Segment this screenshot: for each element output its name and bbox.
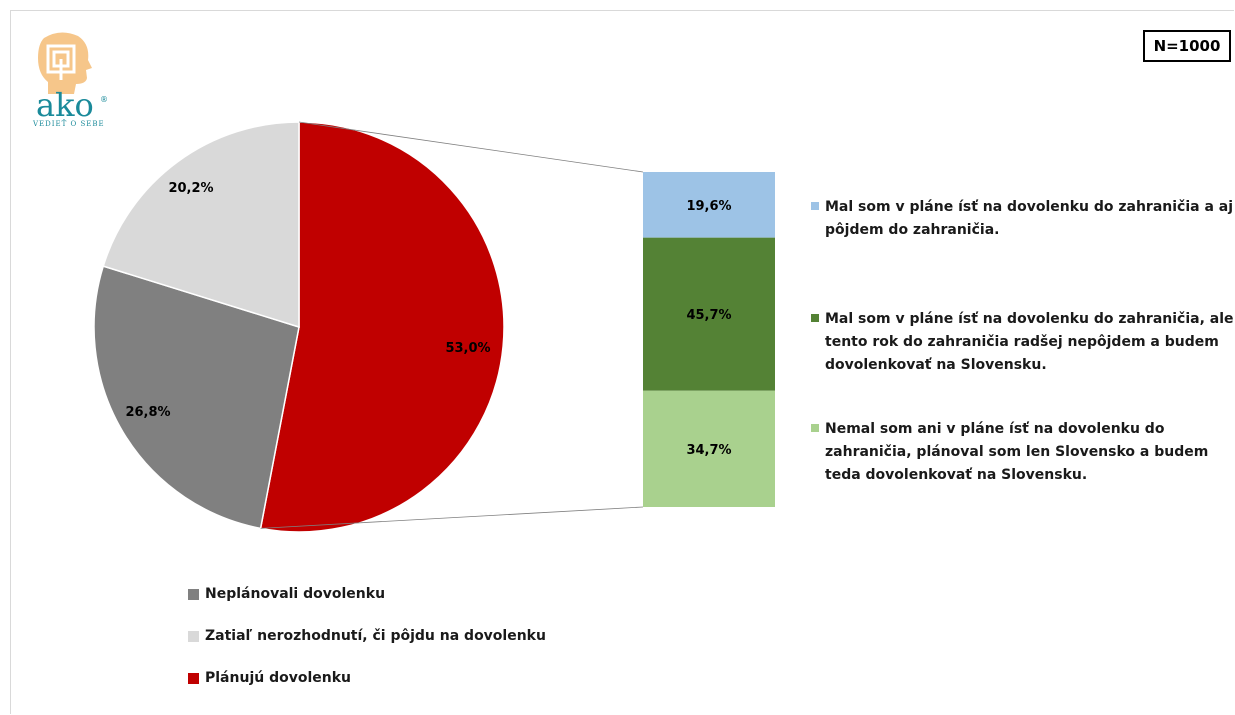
pie-label-zatial-nerozhodnuti-ci-pojdu-na-dovolenku: 20,2%	[168, 181, 213, 196]
pie-slice-planuju-dovolenku	[259, 121, 505, 533]
legend-label: Mal som v pláne ísť na dovolenku do zahr…	[825, 311, 1234, 373]
bar-segment-3	[643, 390, 775, 507]
legend-swatch	[811, 424, 819, 432]
legend-label: Neplánovali dovolenku	[205, 586, 386, 602]
pie-label-planuju-dovolenku: 53,0%	[445, 341, 490, 356]
bar-legend-item-3: Nemal som ani v pláne ísť na dovolenku d…	[811, 418, 1235, 487]
bar-segment-2	[643, 237, 775, 391]
pie-slice-zatial-nerozhodnuti-ci-pojdu-na-dovolenku	[102, 121, 300, 329]
ako-logo: ako ®	[30, 30, 120, 140]
legend-swatch	[188, 630, 199, 642]
logo-tagline: VEDIEŤ O SEBE	[33, 120, 105, 128]
pie-legend: Neplánovali dovolenku Zatiaľ nerozhodnutí…	[188, 584, 546, 710]
svg-text:ako: ako	[36, 86, 94, 124]
sample-size-box: N=1000	[1143, 30, 1231, 62]
legend-swatch	[188, 588, 199, 600]
ako-head-icon: ako ®	[36, 32, 108, 124]
legend-label: Mal som v pláne ísť na dovolenku do zahr…	[825, 199, 1234, 238]
pie-slice-neplanovali-dovolenku	[93, 265, 300, 530]
pie-legend-item-planuju-dovolenku: Plánujú dovolenku	[188, 668, 546, 688]
legend-swatch	[811, 314, 819, 322]
pie-legend-item-neplanovali-dovolenku: Neplánovali dovolenku	[188, 584, 546, 604]
bar-label-2: 45,7%	[686, 308, 731, 323]
pie-label-neplanovali-dovolenku: 26,8%	[125, 405, 170, 420]
legend-swatch	[188, 672, 199, 684]
bar-legend-item-1: Mal som v pláne ísť na dovolenku do zahr…	[811, 196, 1235, 242]
bar-label-3: 34,7%	[686, 443, 731, 458]
legend-label: Nemal som ani v pláne ísť na dovolenku d…	[825, 421, 1209, 483]
legend-label: Zatiaľ nerozhodnutí, či pôjdu na dovolen…	[205, 628, 546, 644]
legend-label: Plánujú dovolenku	[205, 670, 352, 686]
chart-frame	[10, 10, 1234, 714]
svg-text:®: ®	[100, 95, 108, 104]
legend-swatch	[811, 202, 819, 210]
connector-line-top	[298, 121, 644, 173]
pie-legend-item-zatial-nerozhodnuti-ci-pojdu-na-dovolenku: Zatiaľ nerozhodnutí, či pôjdu na dovolen…	[188, 626, 546, 646]
bar-label-1: 19,6%	[686, 199, 731, 214]
bar-segment-1	[643, 172, 775, 238]
connector-line-bottom	[260, 506, 644, 529]
bar-legend-item-2: Mal som v pláne ísť na dovolenku do zahr…	[811, 308, 1235, 377]
